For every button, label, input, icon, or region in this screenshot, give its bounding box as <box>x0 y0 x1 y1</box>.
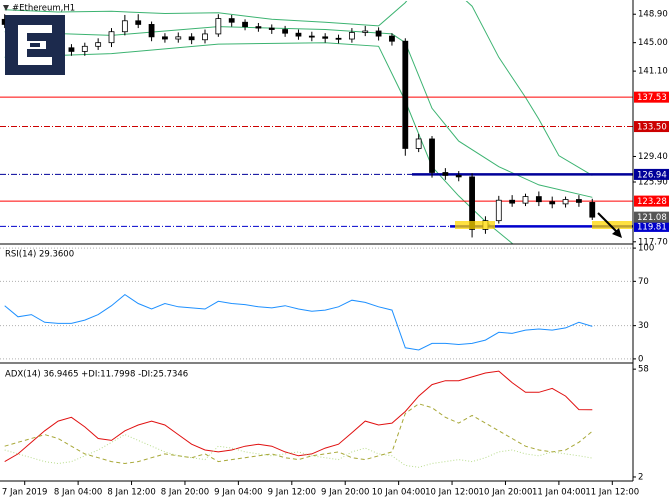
candle-body <box>282 29 289 34</box>
candle-body <box>121 20 128 33</box>
candle-body <box>308 35 315 38</box>
candle-body <box>81 45 88 52</box>
candle-body <box>255 26 262 29</box>
y-tick-label: 145.00 <box>638 38 668 48</box>
candle-body <box>415 138 422 149</box>
candle-body <box>522 196 529 204</box>
price-label: 123.28 <box>637 197 667 207</box>
candle-body <box>242 21 248 28</box>
price-label-box <box>634 220 669 232</box>
candle-body <box>108 31 115 44</box>
price-label-box <box>634 91 669 103</box>
candle-body <box>295 32 302 37</box>
candle-body <box>375 30 382 37</box>
candle-body <box>148 24 155 38</box>
candle-body <box>429 138 435 173</box>
indicator-line <box>4 293 593 351</box>
candle-body <box>455 175 462 178</box>
x-tick-label: 10 Jan 12:00 <box>425 488 479 498</box>
y-tick-label: 70 <box>638 277 649 287</box>
candle-body <box>509 199 516 204</box>
candle-body <box>135 20 142 25</box>
candle-body <box>175 36 182 40</box>
y-tick-label: 129.40 <box>638 152 668 162</box>
symbol-title: #Ethereum,H1 <box>12 4 75 14</box>
y-tick-label: 148.90 <box>638 10 668 20</box>
candle-body <box>535 196 542 203</box>
price-label: 133.50 <box>637 123 667 133</box>
y-tick-label: 0 <box>638 354 643 364</box>
x-tick-label: 7 Jan 2019 <box>2 488 48 498</box>
x-tick-label: 8 Jan 12:00 <box>107 488 155 498</box>
y-tick-label: 30 <box>638 321 649 331</box>
price-label: 121.08 <box>637 213 667 223</box>
candle-body <box>228 18 235 23</box>
candle-body <box>389 35 395 42</box>
candle-body <box>495 199 502 222</box>
rsi-title: RSI(14) 29.3600 <box>5 250 74 260</box>
y-tick-label: 141.10 <box>638 67 668 77</box>
y-tick-label: 100 <box>638 244 654 254</box>
price-label: 126.94 <box>637 170 667 180</box>
candle-body <box>469 176 475 230</box>
candle-body <box>202 33 208 41</box>
x-tick-label: 10 Jan 20:00 <box>479 488 533 498</box>
candle-body <box>268 27 275 30</box>
candle-body <box>589 202 596 218</box>
highlight-zone <box>592 221 632 229</box>
x-tick-label: 9 Jan 12:00 <box>268 488 316 498</box>
x-tick-label: 11 Jan 12:00 <box>585 488 639 498</box>
y-tick-label: 2 <box>638 472 643 482</box>
candle-body <box>335 37 342 40</box>
x-tick-label: 11 Jan 04:00 <box>532 488 586 498</box>
indicator-line <box>4 370 593 463</box>
candle-body <box>549 201 556 205</box>
candle-body <box>322 36 329 39</box>
symbol-icon <box>3 5 9 11</box>
adx-title: ADX(14) 36.9465 +DI:11.7998 -DI:25.7346 <box>5 370 188 380</box>
x-tick-label: 9 Jan 20:00 <box>321 488 369 498</box>
price-label-box <box>634 195 669 207</box>
indicator-line <box>4 403 593 465</box>
y-tick-label: 58 <box>638 365 649 375</box>
logo <box>5 15 65 75</box>
candle-body <box>562 199 569 205</box>
price-label-box <box>634 211 669 223</box>
price-label-box <box>634 168 669 180</box>
logo-detail <box>30 43 40 47</box>
candle-body <box>162 36 168 40</box>
band-line <box>4 1 593 176</box>
arrow <box>597 212 622 238</box>
panel <box>4 370 593 468</box>
candle-body <box>402 40 409 149</box>
panel <box>4 293 593 351</box>
indicator-line <box>4 434 593 468</box>
arrow-shaft <box>597 212 619 234</box>
candle-body <box>95 42 102 47</box>
x-tick-label: 8 Jan 04:00 <box>54 488 102 498</box>
price-label-box <box>634 121 669 133</box>
candle-body <box>576 199 582 203</box>
candle-body <box>362 30 369 33</box>
plot-area <box>0 1 633 468</box>
candle-body <box>442 172 449 176</box>
price-label: 119.81 <box>637 222 667 232</box>
price-label: 137.53 <box>637 93 667 103</box>
panel <box>0 1 633 244</box>
x-tick-label: 8 Jan 20:00 <box>161 488 209 498</box>
y-tick-label: 117.70 <box>638 237 668 247</box>
x-tick-label: 10 Jan 04:00 <box>372 488 426 498</box>
arrow-head <box>612 228 622 238</box>
highlight-zone <box>455 221 495 229</box>
x-tick-label: 9 Jan 04:00 <box>214 488 262 498</box>
band-line <box>4 42 514 244</box>
candle-body <box>215 18 222 35</box>
candle-body <box>188 36 195 41</box>
candle-body <box>348 32 355 40</box>
y-tick-label: 125.90 <box>638 177 668 187</box>
candle-body <box>68 47 75 52</box>
